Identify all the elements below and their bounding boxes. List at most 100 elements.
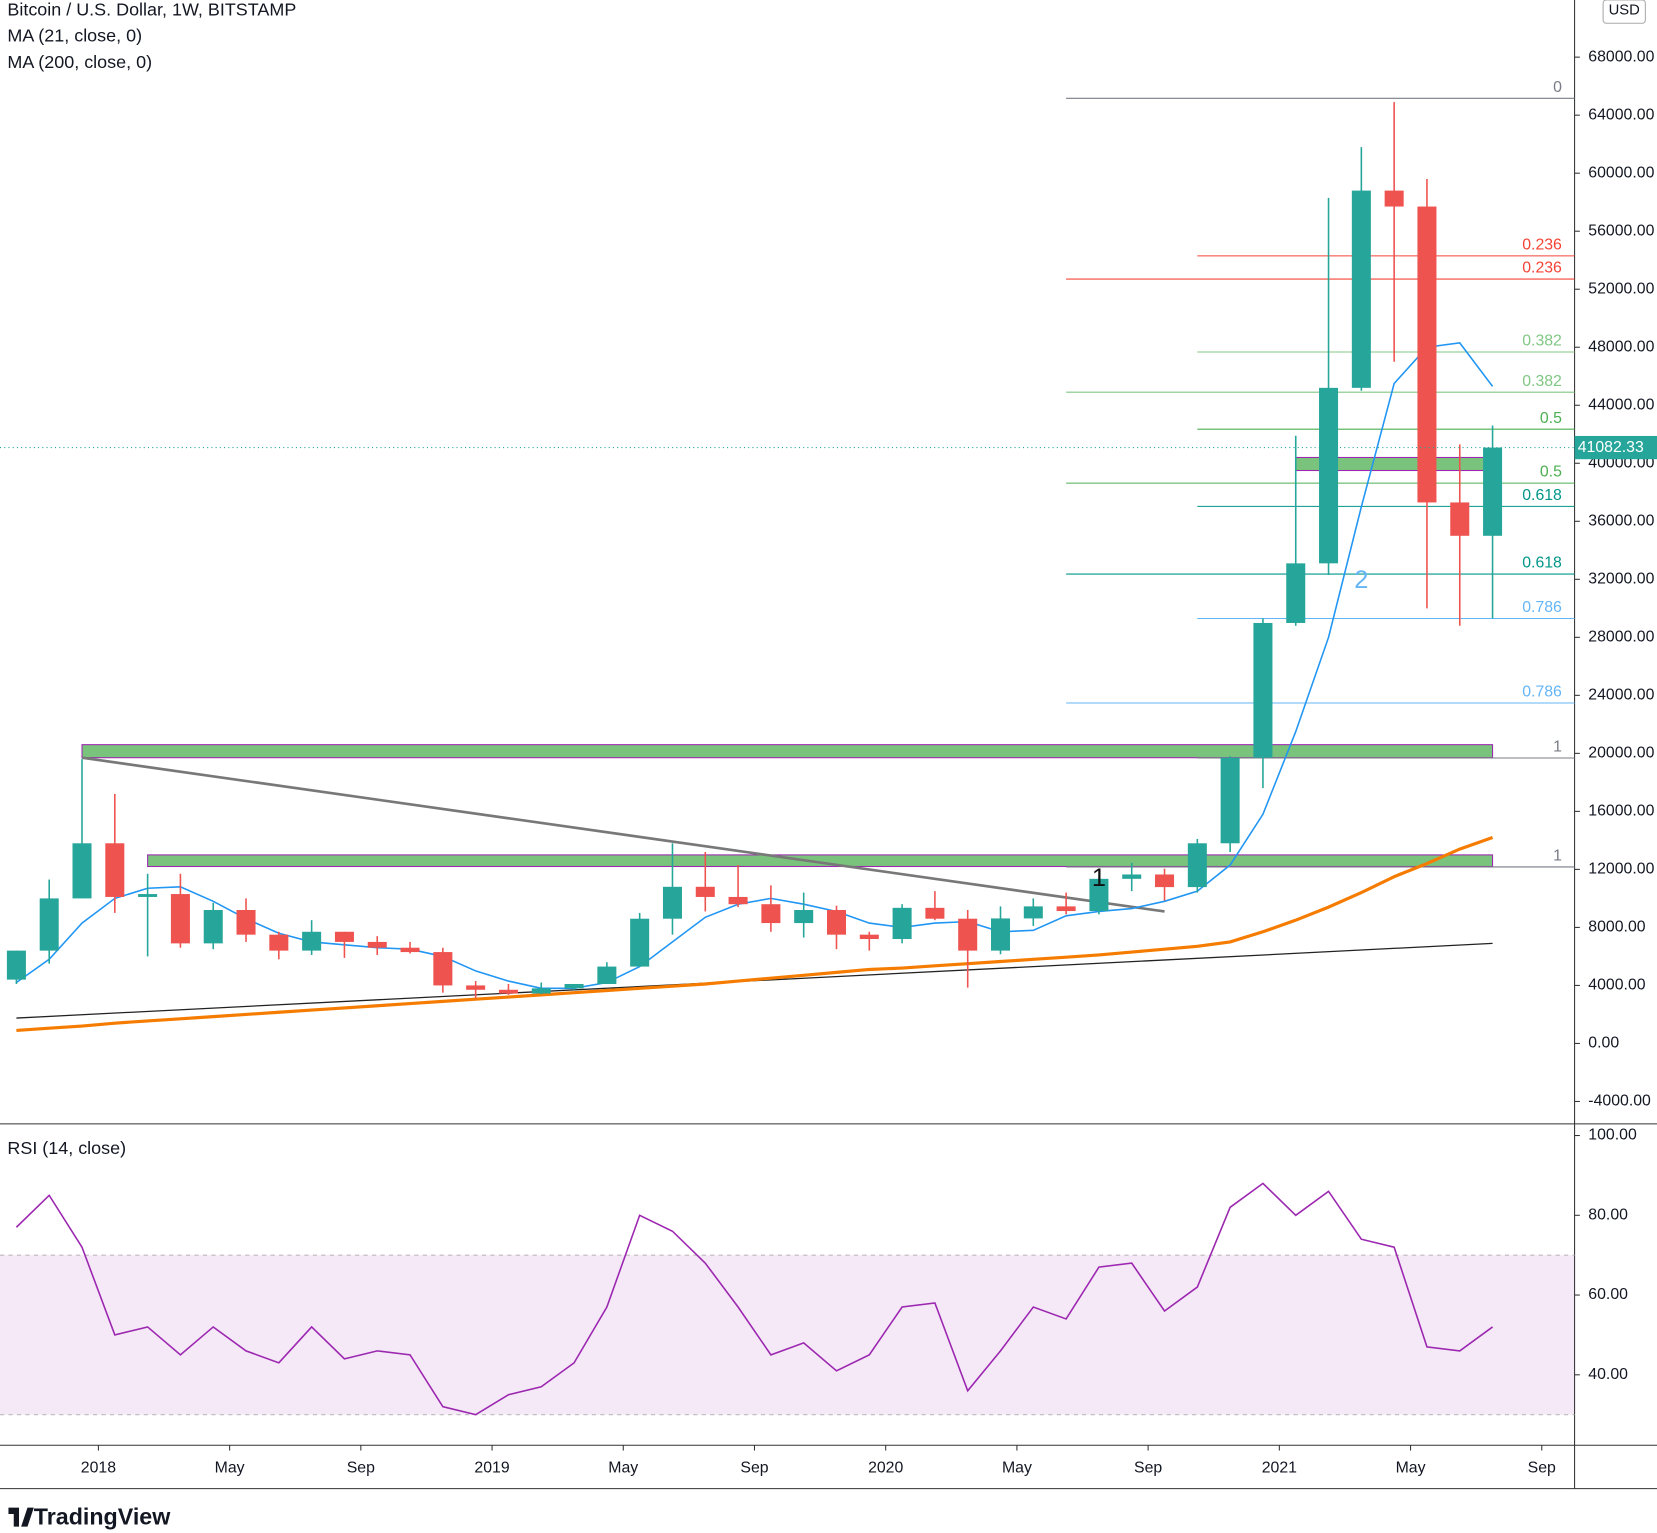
candle-body (1089, 878, 1109, 912)
candle-body (498, 989, 518, 994)
candle-body (1483, 447, 1503, 536)
candle-body (236, 910, 256, 935)
rsi-y-tick-label: 80.00 (1588, 1206, 1628, 1223)
y-tick-label: 44000.00 (1588, 396, 1654, 413)
rsi-line (15, 1182, 1494, 1416)
candle-body (695, 886, 715, 897)
candle-body (597, 966, 617, 984)
candle-body (1155, 874, 1175, 888)
y-tick-label: 36000.00 (1588, 512, 1654, 529)
zone (147, 854, 1494, 868)
x-tick-label: Sep (347, 1460, 375, 1477)
x-tick-label: May (215, 1460, 245, 1477)
candle-body (72, 843, 92, 899)
candle-body (170, 894, 190, 944)
candle-body (1187, 843, 1207, 888)
fib-label: 0.786 (1522, 599, 1562, 616)
candle-body (400, 947, 420, 953)
candle-body (794, 910, 814, 924)
candle-body (1417, 206, 1437, 503)
candle-body (334, 931, 354, 942)
fib-label: 0.236 (1522, 260, 1562, 277)
candle-body (1122, 874, 1142, 879)
candle-body (105, 843, 125, 897)
rsi-title: RSI (14, close) (7, 1138, 126, 1158)
brand-name: TradingView (34, 1503, 171, 1529)
x-tick-label: Sep (740, 1460, 768, 1477)
y-tick-label: 28000.00 (1588, 629, 1654, 646)
brand-logo (8, 1507, 34, 1527)
currency-label[interactable]: USD (1609, 2, 1640, 18)
candle-body (990, 918, 1011, 951)
candle-body (761, 904, 781, 924)
x-tick-label: May (1002, 1460, 1032, 1477)
candle-body (1056, 906, 1076, 912)
ma-line (15, 342, 1494, 990)
legend-entry: MA (21, close, 0) (7, 26, 142, 46)
y-tick-label: 60000.00 (1588, 164, 1654, 181)
y-tick-label: 12000.00 (1588, 861, 1654, 878)
candle-body (630, 918, 650, 967)
candle-body (1351, 190, 1371, 388)
fib-label: 0.5 (1540, 410, 1562, 427)
y-tick-label: 4000.00 (1588, 977, 1645, 994)
ma-line (16, 835, 1494, 1032)
y-tick-label: 8000.00 (1588, 919, 1645, 936)
annotation: 1 (1092, 864, 1106, 892)
candle-body (892, 907, 912, 940)
x-tick-label: Sep (1134, 1460, 1162, 1477)
candle-body (564, 983, 584, 989)
y-tick-label: 56000.00 (1588, 222, 1654, 239)
x-tick-label: Sep (1528, 1460, 1556, 1477)
y-tick-label: 52000.00 (1588, 280, 1654, 297)
y-tick-label: 20000.00 (1588, 745, 1654, 762)
legend-entry: MA (200, close, 0) (7, 52, 152, 72)
y-tick-label: 0.00 (1588, 1035, 1619, 1052)
candle-body (302, 931, 322, 951)
candle-body (6, 950, 26, 980)
last-price-label: 41082.33 (1578, 439, 1644, 456)
currency-box[interactable] (1602, 0, 1646, 24)
fib-label: 1 (1553, 848, 1562, 865)
y-tick-label: -4000.00 (1588, 1093, 1651, 1110)
candle-body (925, 907, 945, 919)
rsi-y-tick-label: 60.00 (1588, 1286, 1628, 1303)
y-tick-label: 48000.00 (1588, 338, 1654, 355)
y-tick-label: 68000.00 (1588, 48, 1654, 65)
x-tick-label: 2018 (81, 1460, 116, 1477)
rsi-y-tick-label: 40.00 (1588, 1366, 1628, 1383)
x-tick-label: May (1396, 1460, 1426, 1477)
candle-body (958, 918, 978, 951)
annotation: 2 (1354, 566, 1368, 594)
candle-body (1319, 387, 1339, 564)
candle-body (269, 934, 289, 951)
fib-label: 0.382 (1522, 333, 1562, 350)
x-tick-label: 2019 (474, 1460, 509, 1477)
fib-label: 0.5 (1540, 464, 1562, 481)
fib-label: 0.618 (1522, 555, 1562, 572)
chart-title: Bitcoin / U.S. Dollar, 1W, BITSTAMP (7, 0, 296, 19)
fib-label: 0.382 (1522, 373, 1562, 390)
candle-body (433, 952, 453, 986)
rsi-y-tick-label: 100.00 (1588, 1127, 1637, 1144)
last-price-box (1574, 435, 1657, 460)
candle-body (826, 910, 847, 935)
candle-body (1384, 190, 1404, 207)
candle-body (138, 894, 158, 897)
candle-body (203, 910, 223, 944)
candle-body (662, 886, 682, 919)
candle-body (1450, 502, 1470, 536)
x-tick-label: 2021 (1262, 1460, 1297, 1477)
candle-body (1220, 757, 1240, 844)
trend-line (81, 756, 1165, 913)
fib-label: 0 (1553, 79, 1562, 96)
candle-body (466, 985, 486, 990)
layers: -4000.00 0.00 4000.00 8000.00 12000.00 16000.… (0, 48, 1657, 1477)
y-tick-label: 32000.00 (1588, 570, 1654, 587)
rsi-band (0, 1255, 1575, 1415)
candle-body (1253, 622, 1273, 758)
candle-body (1286, 563, 1306, 623)
y-tick-label: 24000.00 (1588, 687, 1654, 704)
